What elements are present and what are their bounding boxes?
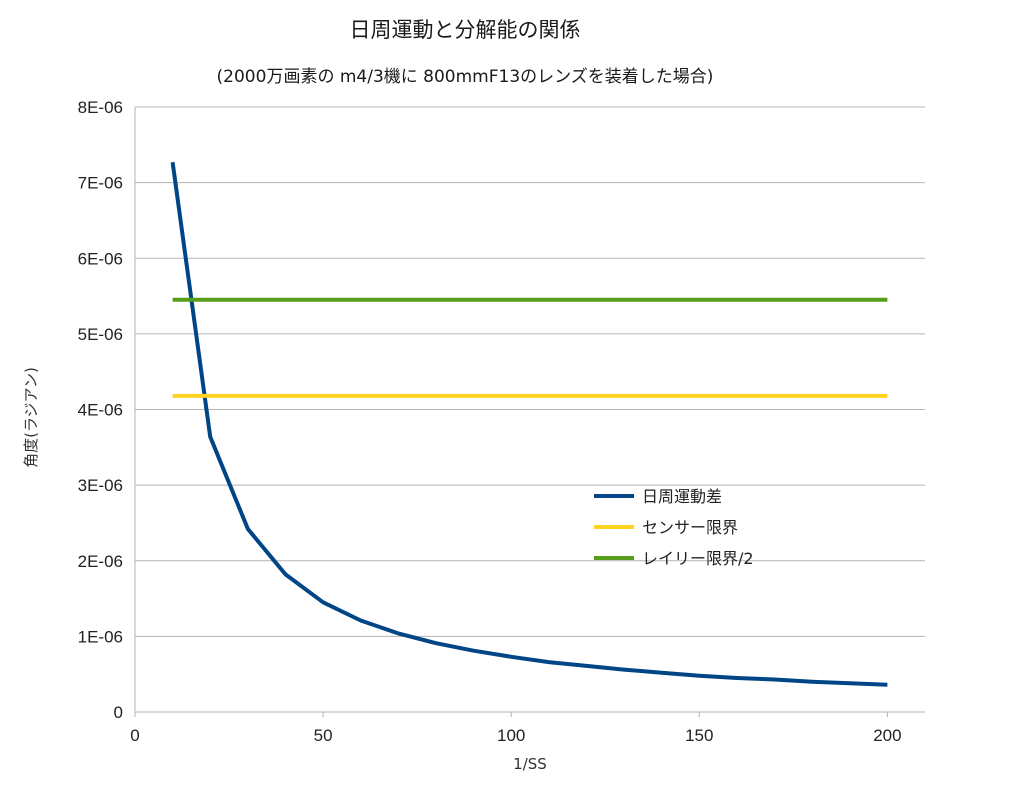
x-axis-label: 1/SS [513, 755, 547, 773]
legend-entry: センサー限界 [642, 518, 738, 537]
y-tick-label: 1E-06 [78, 627, 123, 646]
y-axis-label: 角度(ラジアン) [22, 367, 40, 468]
chart-title: 日周運動と分解能の関係 [349, 18, 581, 42]
x-tick-label: 0 [130, 726, 139, 745]
tick-labels: 0 1E-06 2E-06 3E-06 4E-06 5E-06 6E-06 7E-06 8E-0… [78, 98, 902, 745]
series-group [170, 161, 888, 687]
grid-lines [135, 106, 925, 713]
x-tick-label: 200 [873, 726, 901, 745]
y-tick-label: 8E-06 [78, 98, 123, 117]
y-tick-label: 7E-06 [78, 174, 123, 193]
axes [134, 107, 925, 717]
y-tick-label: 3E-06 [78, 476, 123, 495]
series-line [170, 161, 888, 687]
x-tick-label: 100 [497, 726, 525, 745]
y-tick-label: 5E-06 [78, 325, 123, 344]
chart-subtitle: (2000万画素の m4/3機に 800mmF13のレンズを装着した場合) [216, 67, 714, 87]
x-tick-label: 150 [685, 726, 713, 745]
y-tick-label: 0 [114, 703, 123, 722]
y-tick-label: 4E-06 [78, 401, 123, 420]
x-tick-label: 50 [314, 726, 333, 745]
legend-entry: レイリー限界/2 [642, 549, 754, 568]
legend-entry: 日周運動差 [642, 487, 722, 506]
y-tick-label: 6E-06 [78, 249, 123, 268]
y-tick-label: 2E-06 [78, 552, 123, 571]
